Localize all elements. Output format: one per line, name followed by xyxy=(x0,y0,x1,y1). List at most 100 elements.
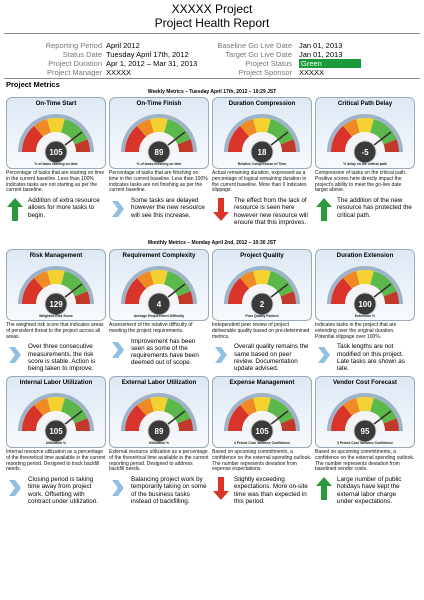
gauge-box: Expense Management 105 3 Period Cost Varia… xyxy=(212,376,312,448)
metric-description: Internal resource utilization as a perce… xyxy=(6,449,106,473)
gauge: 95 3 Period Cost Variance Confidence xyxy=(327,393,403,445)
gauge-value: 89 xyxy=(155,148,164,157)
gauge-band xyxy=(137,271,154,289)
gauge-band xyxy=(383,139,399,152)
info-value: Jan 01, 2013 xyxy=(299,41,343,50)
metric-note: Addition of extra resource allows for mo… xyxy=(6,197,106,222)
gauge-band xyxy=(343,271,360,289)
gauge-band xyxy=(343,398,360,416)
note-text: Some tasks are delayed however the new r… xyxy=(131,197,205,219)
info-value: Apr 1, 2012 – Mar 31, 2013 xyxy=(106,59,198,68)
gauge-band xyxy=(22,404,44,431)
metric-note: The effect from the lack of resource is … xyxy=(212,197,312,226)
metric-note: Closing period is taking time away from … xyxy=(6,476,106,505)
metric-description: Percentage of tasks that are starting on… xyxy=(6,170,105,194)
period-title: Weekly Metrics – Tuesday April 17th, 201… xyxy=(147,89,277,95)
gauge-label: Poor Quality Factors xyxy=(245,314,278,318)
trend-icon xyxy=(9,347,21,364)
gauge-band xyxy=(150,397,168,412)
metric-note: The addition of the new resource has pro… xyxy=(315,197,415,222)
gauge-label: Weighted Risk Score xyxy=(39,314,73,318)
report-subtitle: Project Health Report xyxy=(154,16,270,30)
gauge-band xyxy=(34,271,51,289)
note-text: Improvement has been seen as some of the… xyxy=(131,337,199,367)
trend-icon xyxy=(318,347,330,364)
section-title: Project Metrics xyxy=(6,80,60,89)
metric-card: Duration Compression 18 Relative Compressi… xyxy=(212,97,312,226)
trend-arrow-right xyxy=(112,201,124,218)
gauge-label: 3 Period Cost Variance Confidence xyxy=(234,441,290,445)
metric-description: Based on upcoming commitments, a confide… xyxy=(315,449,415,473)
gauge-label: % delay on the critical path xyxy=(343,162,387,166)
trend-arrow-right xyxy=(112,480,124,497)
info-value: Tuesday April 17th, 2012 xyxy=(106,50,189,59)
gauge-rim xyxy=(121,114,197,152)
metric-title: Expense Management xyxy=(229,379,295,386)
gauge-rim xyxy=(121,393,197,431)
gauge-box: Duration Compression 18 Relative Compressi… xyxy=(212,97,312,169)
gauge-value: 89 xyxy=(155,427,164,436)
gauge-box: Internal Labor Utilization 105 Utilization… xyxy=(6,376,106,448)
gauge-value: 105 xyxy=(255,427,269,436)
gauge-rim xyxy=(18,393,94,431)
gauge-band xyxy=(267,271,294,297)
gauge-band xyxy=(47,118,65,133)
gauge-value: 95 xyxy=(361,427,370,436)
note-text: Over three consecutive measurements, the… xyxy=(28,343,96,372)
metric-description: Independent peer review of project deliv… xyxy=(212,322,310,340)
gauge-band xyxy=(228,404,250,431)
metric-note: Slightly exceeding expectations. More on… xyxy=(212,476,312,505)
gauge-hub xyxy=(44,140,68,164)
gauge-value: 105 xyxy=(49,148,63,157)
trend-icon xyxy=(213,477,229,501)
gauge-band xyxy=(370,119,397,145)
metric-card: External Labor Utilization 89 Utilization … xyxy=(109,376,209,505)
gauge-value: 18 xyxy=(258,148,267,157)
gauge-band xyxy=(370,398,397,424)
gauge-band xyxy=(61,119,88,145)
gauge-rim xyxy=(18,114,94,152)
metric-card: Project Quality 2 Poor Quality Factors Inde… xyxy=(212,249,312,372)
metric-description: Compression of tasks on the critical pat… xyxy=(315,170,407,194)
metric-card: Vendor Cost Forecast 95 3 Period Cost Vari… xyxy=(315,376,415,505)
info-value: XXXXX xyxy=(106,68,132,77)
gauge-rim xyxy=(327,266,403,304)
trend-arrow-right xyxy=(215,347,227,364)
gauge-band xyxy=(177,418,193,431)
gauge-band xyxy=(331,404,353,431)
gauge-hub xyxy=(250,419,274,443)
info-label: Project Manager xyxy=(46,68,102,77)
gauge: 129 Weighted Risk Score xyxy=(18,266,94,318)
metric-note: Improvement has been seen as some of the… xyxy=(109,338,209,367)
metric-title: Risk Management xyxy=(29,252,83,259)
gauge-band xyxy=(253,270,271,285)
gauge-band xyxy=(164,271,191,297)
period-title: Monthly Metrics – Monday April 2nd, 2012… xyxy=(147,240,277,246)
info-label: Target Go Live Date xyxy=(225,50,292,59)
gauge-label: Average Requirement Difficulty xyxy=(134,314,184,318)
note-text: Closing period is taking time away from … xyxy=(28,476,99,505)
metric-title: Requirement Complexity xyxy=(122,252,196,259)
gauge-band xyxy=(74,291,90,304)
gauge-band xyxy=(137,119,154,137)
info-value: Green xyxy=(299,59,361,68)
metric-title: Internal Labor Utilization xyxy=(19,379,93,386)
gauge-rim xyxy=(18,266,94,304)
trend-icon xyxy=(112,480,124,497)
gauge-hub xyxy=(353,419,377,443)
gauge-band xyxy=(164,119,191,145)
gauge: 100 Extension % xyxy=(327,266,403,318)
metric-description: Percentage of tasks that are finishing o… xyxy=(109,170,208,194)
gauge-hub xyxy=(147,419,171,443)
metric-title: External Labor Utilization xyxy=(121,379,197,386)
trend-icon xyxy=(9,480,21,497)
gauge: -5 % delay on the critical path xyxy=(327,114,403,166)
metric-card: Risk Management 129 Weighted Risk Score The… xyxy=(6,249,106,372)
info-value: XXXXX xyxy=(299,68,325,77)
trend-icon xyxy=(316,198,332,222)
gauge-hub xyxy=(147,140,171,164)
gauge-box: External Labor Utilization 89 Utilization … xyxy=(109,376,209,448)
gauge-rim xyxy=(224,393,300,431)
gauge-band xyxy=(253,118,271,133)
gauge-rim xyxy=(224,114,300,152)
